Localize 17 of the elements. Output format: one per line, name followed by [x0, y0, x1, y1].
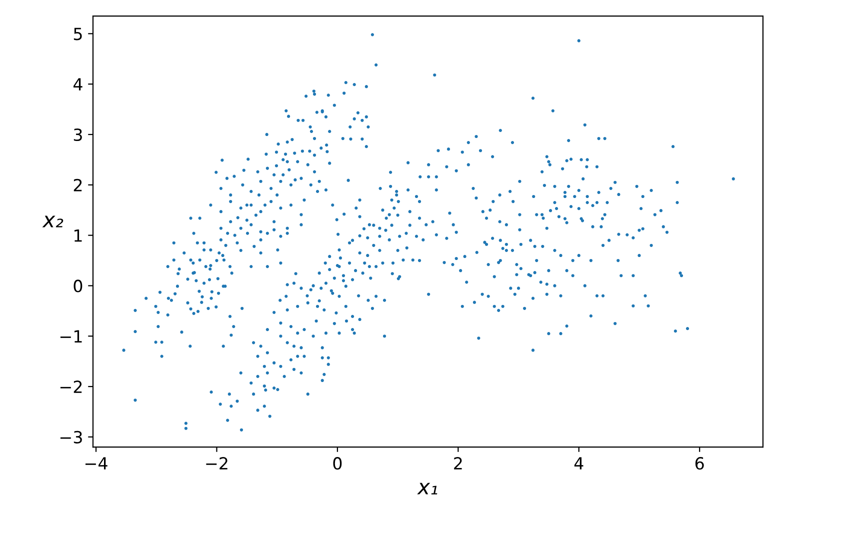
- x-axis-title: x₁: [417, 482, 438, 494]
- y-tick-label: −1: [60, 330, 82, 342]
- y-tick-label: −3: [60, 430, 82, 444]
- x-tick-label: 4: [574, 457, 584, 470]
- x-tick-label: −4: [85, 457, 108, 470]
- x-tick-label: −2: [206, 457, 228, 470]
- y-tick-label: 3: [74, 128, 82, 142]
- x-tick-label: 6: [695, 457, 704, 470]
- y-tick-label: 1: [74, 229, 82, 242]
- y-tick-label: 5: [74, 28, 82, 40]
- x-tick-label: 0: [333, 457, 342, 470]
- x-tick-label: 2: [454, 457, 462, 470]
- y-tick-label: 4: [73, 78, 82, 90]
- y-tick-label: 2: [74, 178, 82, 192]
- y-tick-label: −2: [60, 380, 82, 393]
- y-tick-label: 0: [74, 280, 82, 292]
- y-axis-title: x₂: [42, 216, 64, 228]
